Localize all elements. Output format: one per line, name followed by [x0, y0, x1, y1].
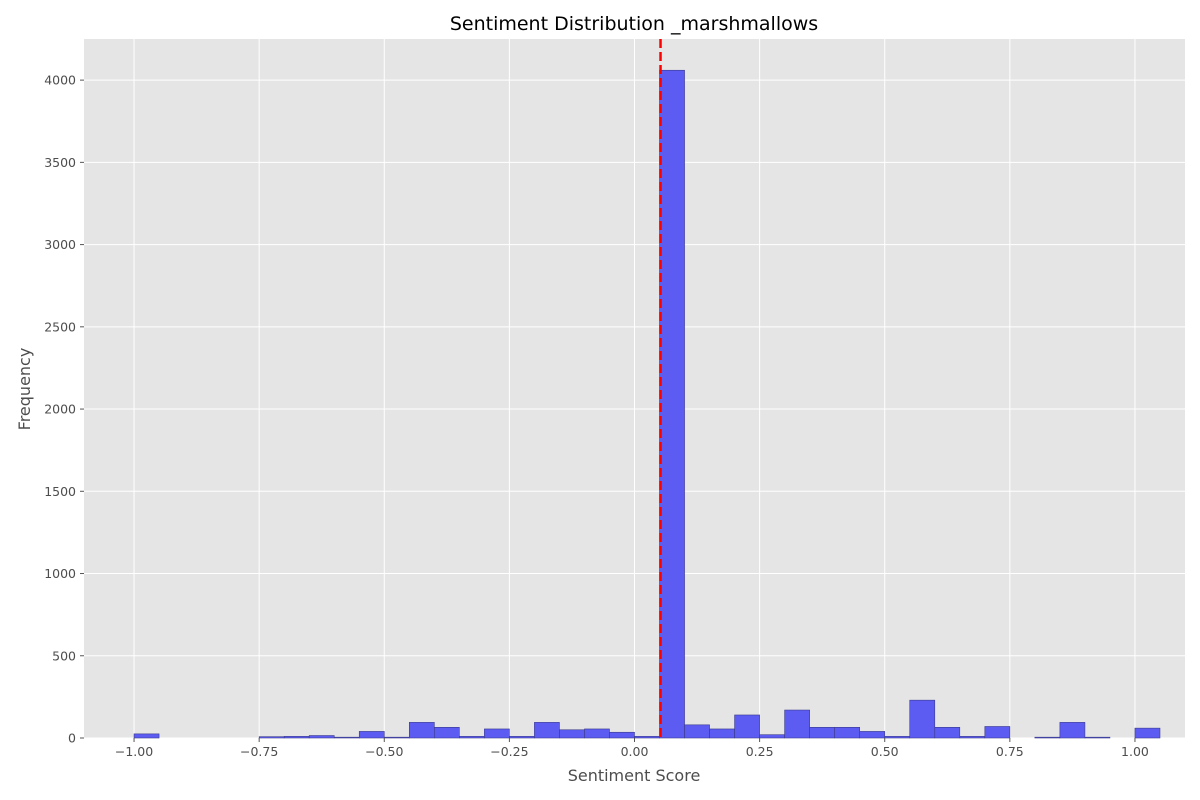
- x-tick-label: −0.50: [365, 744, 403, 759]
- histogram-bar: [834, 727, 861, 739]
- histogram-bar: [609, 731, 635, 739]
- chart-title: Sentiment Distribution _marshmallows: [450, 13, 818, 35]
- histogram-bar: [634, 736, 660, 739]
- histogram-bar: [383, 736, 410, 739]
- y-tick-label: 1000: [44, 566, 76, 581]
- x-tick-label: −1.00: [115, 744, 153, 759]
- y-tick-label: 3000: [44, 237, 76, 252]
- histogram-bar: [333, 736, 360, 739]
- histogram-bar: [1134, 727, 1161, 739]
- histogram-bars: [133, 69, 1161, 739]
- histogram-bar: [984, 726, 1011, 739]
- y-tick-label: 500: [52, 648, 76, 663]
- x-tick-labels: −1.00 −0.75 −0.50 −0.25 0.00 0.25 0.50 0.75 1.00: [115, 738, 1149, 759]
- histogram-bar: [1059, 722, 1086, 739]
- histogram-bar: [809, 727, 835, 739]
- histogram-bar: [258, 736, 285, 739]
- x-tick-label: 1.00: [1121, 744, 1149, 759]
- y-tick-label: 3500: [44, 155, 76, 170]
- histogram-bar: [559, 729, 585, 739]
- x-tick-label: 0.50: [871, 744, 899, 759]
- histogram-bar: [408, 722, 435, 739]
- x-tick-label: 0.00: [621, 744, 649, 759]
- histogram-bar: [133, 733, 160, 739]
- histogram-bar: [909, 699, 936, 739]
- histogram-bar: [859, 731, 886, 739]
- histogram-bar: [959, 736, 986, 739]
- y-tick-labels: 0 500 1000 1500 2000 2500 3000 3500 4000: [44, 73, 84, 746]
- histogram-bar: [509, 736, 535, 739]
- x-tick-label: −0.25: [490, 744, 528, 759]
- x-tick-label: 0.25: [746, 744, 774, 759]
- y-tick-label: 4000: [44, 73, 76, 88]
- histogram-bar: [709, 728, 735, 739]
- x-tick-label: −0.75: [240, 744, 278, 759]
- histogram-bar: [584, 728, 610, 739]
- histogram-bar: [1084, 736, 1111, 739]
- x-tick-label: 0.75: [996, 744, 1024, 759]
- x-axis-title: Sentiment Score: [568, 766, 701, 785]
- histogram-bar: [534, 722, 560, 739]
- histogram-bar: [1034, 736, 1061, 739]
- y-tick-label: 2000: [44, 402, 76, 417]
- histogram-bar: [434, 727, 460, 739]
- histogram-bar: [684, 724, 710, 739]
- y-axis-title: Frequency: [15, 348, 34, 431]
- y-tick-label: 0: [68, 731, 76, 746]
- histogram-bar: [759, 734, 785, 739]
- histogram-bar: [459, 736, 485, 739]
- histogram-bar: [734, 714, 760, 739]
- histogram-bar: [308, 735, 335, 739]
- histogram-bar: [283, 736, 310, 739]
- histogram-bar: [934, 727, 961, 739]
- y-tick-label: 2500: [44, 319, 76, 334]
- histogram-bar: [784, 709, 810, 739]
- histogram-bar: [884, 736, 911, 739]
- histogram-bar: [484, 728, 510, 739]
- histogram-bar: [659, 69, 685, 739]
- y-tick-label: 1500: [44, 484, 76, 499]
- histogram-bar: [358, 731, 385, 739]
